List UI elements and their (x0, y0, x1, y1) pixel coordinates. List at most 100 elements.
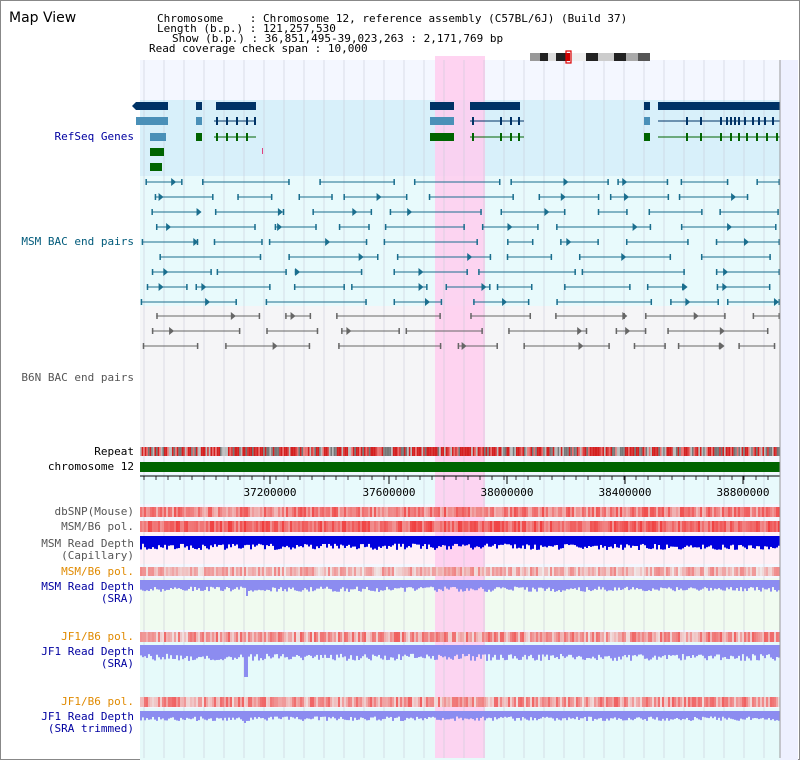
msm-bac-pair-33[interactable] (268, 238, 368, 246)
msm-bac-pair-19[interactable] (389, 208, 482, 216)
msm-bac-pair-41[interactable] (396, 253, 492, 261)
b6n-bac-pair-14[interactable] (142, 343, 199, 349)
msm-bac-pair-52[interactable] (146, 283, 188, 291)
msm-bac-pair-9[interactable] (237, 194, 273, 200)
refseq-gene-6-block[interactable] (644, 102, 650, 110)
msm-bac-pair-55[interactable] (351, 283, 428, 291)
msm-bac-pair-34[interactable] (383, 239, 478, 245)
b6n-bac-pair-10[interactable] (405, 328, 483, 334)
msm-bac-pair-22[interactable] (648, 209, 703, 215)
b6n-bac-pair-0[interactable] (156, 312, 261, 320)
refseq-transcript-16-block[interactable] (150, 163, 162, 171)
msm-bac-pair-43[interactable] (578, 253, 672, 261)
msm-bac-pair-67[interactable] (726, 298, 780, 306)
b6n-bac-pair-13[interactable] (667, 327, 769, 335)
msm-bac-pair-1[interactable] (202, 179, 290, 185)
msm-bac-pair-65[interactable] (556, 299, 653, 305)
msm-bac-pair-63[interactable] (393, 298, 443, 306)
b6n-bac-pair-15[interactable] (225, 342, 311, 350)
refseq-transcript-9-block[interactable] (196, 133, 202, 141)
msm-bac-pair-57[interactable] (496, 284, 533, 290)
refseq-transcript-13-block[interactable] (644, 133, 650, 141)
msm-bac-pair-2[interactable] (319, 179, 395, 185)
b6n-bac-pair-4[interactable] (555, 312, 628, 320)
refseq-gene-4-block[interactable] (430, 102, 454, 110)
msm-depth-sra-track[interactable] (140, 580, 780, 596)
msm-bac-pair-56[interactable] (445, 283, 491, 291)
b6n-bac-pair-21[interactable] (738, 343, 776, 349)
msm-bac-pair-48[interactable] (393, 268, 468, 276)
refseq-transcript-15-block[interactable] (150, 148, 164, 156)
jf1-pol-trim-track[interactable] (140, 697, 780, 707)
msm-bac-pair-46[interactable] (216, 269, 287, 275)
b6n-bac-pair-9[interactable] (341, 327, 400, 335)
msm-bac-pair-51[interactable] (715, 268, 780, 276)
msm-bac-pair-62[interactable] (265, 299, 367, 305)
msm-bac-pair-0[interactable] (145, 178, 183, 186)
msm-bac-pair-18[interactable] (312, 208, 373, 216)
msm-bac-pair-24[interactable] (155, 223, 256, 231)
msm-bac-pair-21[interactable] (597, 209, 628, 215)
msm-bac-pair-37[interactable] (625, 239, 689, 245)
msm-bac-pair-14[interactable] (609, 193, 670, 201)
refseq-transcript-6-block[interactable] (644, 117, 650, 125)
msm-bac-pair-15[interactable] (678, 193, 749, 201)
msm-bac-pair-31[interactable] (141, 238, 199, 246)
msm-bac-pair-16[interactable] (151, 208, 202, 216)
msm-bac-pair-54[interactable] (293, 284, 345, 290)
b6n-bac-pair-20[interactable] (677, 342, 725, 350)
refseq-gene-1-block[interactable] (136, 102, 168, 110)
b6n-bac-pair-19[interactable] (633, 343, 666, 349)
msm-bac-pair-17[interactable] (214, 208, 285, 216)
refseq-transcript-1-block[interactable] (136, 117, 168, 125)
msm-bac-pair-64[interactable] (473, 298, 530, 306)
b6n-bac-pair-11[interactable] (508, 327, 588, 335)
repeat-track[interactable] (140, 447, 780, 456)
msm-bac-pair-13[interactable] (538, 193, 600, 201)
msm-bac-pair-42[interactable] (506, 254, 553, 260)
chromosome-ideogram[interactable] (530, 50, 650, 64)
refseq-transcript-8-block[interactable] (150, 133, 166, 141)
msm-bac-pair-53[interactable] (195, 283, 271, 291)
msm-depth-capillary-track[interactable] (140, 536, 780, 550)
msm-bac-pair-28[interactable] (481, 223, 539, 231)
msm-bac-pair-35[interactable] (507, 239, 534, 245)
msm-bac-pair-27[interactable] (384, 224, 465, 230)
ideogram-position-marker[interactable] (565, 50, 572, 64)
b6n-bac-pair-18[interactable] (523, 342, 610, 350)
refseq-transcript-11-block[interactable] (430, 133, 454, 141)
b6n-bac-pair-6[interactable] (752, 313, 780, 319)
b6n-bac-pair-17[interactable] (457, 342, 498, 350)
msm-bac-pair-60[interactable] (716, 283, 771, 291)
jf1-depth-sra-track[interactable] (140, 645, 780, 677)
msm-bac-pair-44[interactable] (700, 254, 771, 260)
b6n-bac-pair-5[interactable] (645, 312, 726, 320)
msm-bac-pair-36[interactable] (560, 238, 599, 246)
msm-bac-pair-4[interactable] (510, 178, 609, 186)
msm-bac-pair-66[interactable] (670, 298, 719, 306)
msm-bac-pair-50[interactable] (581, 269, 685, 275)
jf1-depth-trim-track[interactable] (140, 711, 780, 723)
b6n-bac-pair-1[interactable] (285, 312, 312, 320)
msm-bac-pair-26[interactable] (338, 224, 370, 230)
dbsnp-track[interactable] (140, 507, 780, 517)
refseq-gene-5-block[interactable] (470, 102, 520, 110)
msm-pol-track[interactable] (140, 521, 780, 532)
msm-bac-pair-38[interactable] (715, 238, 780, 246)
msm-bac-pair-47[interactable] (294, 268, 363, 276)
msm-bac-pair-6[interactable] (680, 179, 729, 185)
msm-bac-pair-30[interactable] (680, 223, 777, 231)
msm-bac-pair-61[interactable] (140, 298, 237, 306)
chromosome-bar[interactable] (140, 462, 780, 472)
msm-bac-pair-29[interactable] (556, 223, 652, 231)
msm-bac-pair-20[interactable] (500, 208, 566, 216)
msm-bac-pair-45[interactable] (151, 268, 212, 276)
refseq-gene-2-block[interactable] (196, 102, 202, 110)
msm-bac-pair-59[interactable] (646, 283, 688, 291)
msm-bac-pair-11[interactable] (343, 193, 408, 201)
msm-bac-pair-58[interactable] (564, 284, 631, 290)
b6n-bac-pair-2[interactable] (336, 313, 441, 319)
msm-bac-pair-10[interactable] (298, 194, 333, 200)
msm-bac-pair-3[interactable] (413, 179, 501, 185)
